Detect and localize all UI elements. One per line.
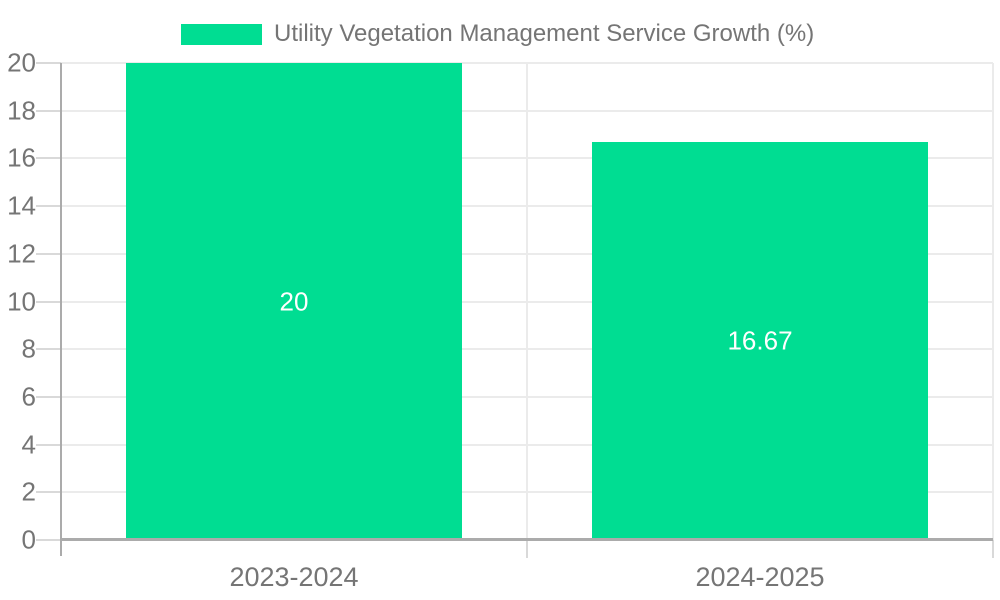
y-axis-tick bbox=[36, 62, 61, 64]
y-tick-label: 8 bbox=[21, 333, 36, 364]
legend-swatch bbox=[181, 23, 262, 45]
y-tick-label: 20 bbox=[7, 47, 36, 78]
x-axis-line bbox=[61, 538, 993, 541]
y-axis-line bbox=[60, 63, 62, 556]
bar-value-label: 16.67 bbox=[727, 325, 793, 356]
x-category-label: 2023-2024 bbox=[229, 562, 359, 592]
legend-label: Utility Vegetation Management Service Gr… bbox=[274, 20, 815, 47]
chart-legend[interactable]: Utility Vegetation Management Service Gr… bbox=[181, 22, 814, 46]
x-axis-tick bbox=[992, 540, 994, 558]
y-axis-tick bbox=[36, 205, 61, 207]
y-axis-tick bbox=[36, 396, 61, 398]
y-tick-label: 12 bbox=[7, 238, 36, 269]
y-axis-tick bbox=[36, 348, 61, 350]
y-tick-label: 4 bbox=[21, 429, 36, 460]
y-axis-tick bbox=[36, 491, 61, 493]
bar-value-label: 20 bbox=[279, 286, 309, 317]
y-axis-tick bbox=[36, 301, 61, 303]
y-tick-label: 6 bbox=[21, 381, 36, 412]
gridline-vertical bbox=[992, 63, 994, 540]
bar-2024-2025[interactable] bbox=[592, 142, 928, 540]
gridline-vertical bbox=[526, 63, 528, 540]
y-axis-tick bbox=[36, 539, 61, 541]
y-axis-tick bbox=[36, 157, 61, 159]
y-axis-tick bbox=[36, 444, 61, 446]
y-axis-tick bbox=[36, 253, 61, 255]
y-tick-label: 18 bbox=[7, 95, 36, 126]
x-axis-tick bbox=[526, 540, 528, 558]
y-tick-label: 10 bbox=[7, 286, 36, 317]
y-tick-label: 14 bbox=[7, 190, 36, 221]
bar-2023-2024[interactable] bbox=[126, 63, 462, 540]
x-category-label: 2024-2025 bbox=[695, 562, 825, 592]
y-tick-label: 2 bbox=[21, 476, 36, 507]
y-tick-label: 16 bbox=[7, 142, 36, 173]
y-axis-tick bbox=[36, 110, 61, 112]
y-tick-label: 0 bbox=[21, 524, 36, 555]
